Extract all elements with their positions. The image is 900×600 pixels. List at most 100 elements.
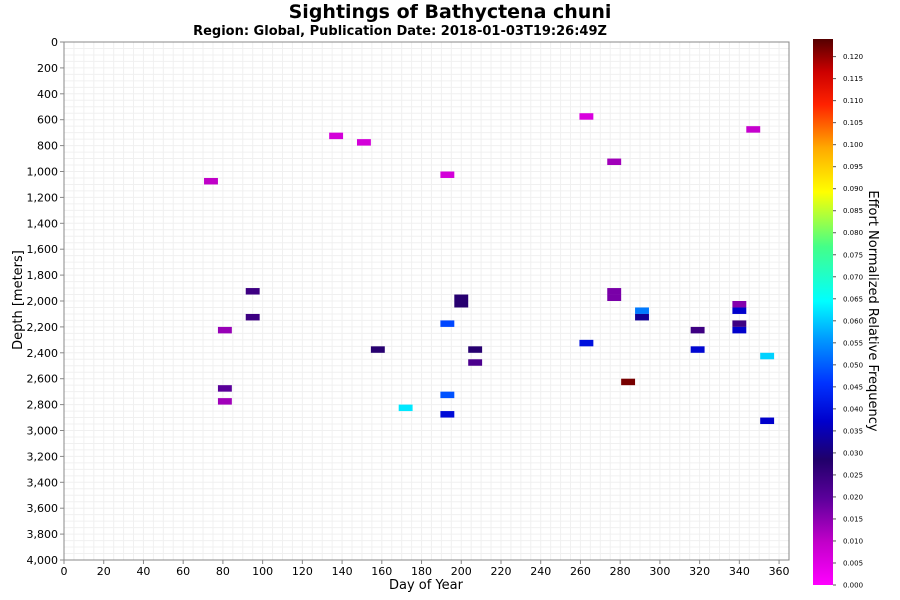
y-tick-label: 0: [51, 36, 58, 49]
colorbar-tick-label: 0.035: [843, 427, 863, 435]
y-axis-label: Depth [meters]: [11, 250, 26, 350]
heatmap-cell: [732, 301, 747, 308]
colorbar-tick-label: 0.105: [843, 119, 863, 127]
heatmap-cell: [607, 294, 622, 301]
colorbar-tick-label: 0.065: [843, 295, 863, 303]
heatmap-cell: [732, 307, 747, 314]
y-tick-label: 400: [37, 88, 58, 101]
y-tick-label: 2,200: [27, 321, 59, 334]
colorbar-tick-label: 0.020: [843, 493, 863, 501]
x-tick-label: 60: [176, 565, 190, 578]
colorbar-tick-label: 0.040: [843, 405, 863, 413]
colorbar-tick-label: 0.090: [843, 185, 863, 193]
y-tick-label: 2,000: [27, 295, 59, 308]
heatmap-cell: [329, 132, 344, 140]
heatmap-cell: [468, 359, 483, 366]
x-tick-label: 300: [649, 565, 670, 578]
x-axis-label: Day of Year: [389, 578, 464, 593]
colorbar: [813, 39, 833, 585]
heatmap-cell: [398, 404, 413, 412]
x-tick-label: 340: [729, 565, 750, 578]
x-tick-label: 20: [97, 565, 111, 578]
y-tick-label: 2,600: [27, 373, 59, 386]
colorbar-tick-label: 0.015: [843, 515, 863, 523]
colorbar-tick-label: 0.000: [843, 582, 863, 590]
heatmap-cell: [454, 301, 469, 308]
heatmap-cell: [607, 288, 622, 295]
x-tick-label: 0: [61, 565, 68, 578]
heatmap-cell: [440, 411, 455, 418]
y-tick-label: 1,000: [27, 166, 59, 179]
x-tick-label: 260: [570, 565, 591, 578]
heatmap-cell: [204, 177, 218, 185]
y-tick-label: 800: [37, 140, 58, 153]
colorbar-tick-label: 0.075: [843, 251, 863, 259]
colorbar-ticks: 0.000 0.005 0.010 0.015 0.020 0.025 0.030 0.035…: [833, 53, 863, 590]
x-tick-label: 360: [769, 565, 790, 578]
x-tick-label: 120: [292, 565, 313, 578]
y-tick-label: 1,200: [27, 191, 59, 204]
heatmap-cell: [579, 339, 594, 347]
heatmap-cell: [440, 320, 455, 327]
heatmap-cell: [746, 126, 761, 133]
heatmap-cell: [370, 346, 385, 353]
colorbar-label: Effort Normalized Relative Frequency: [865, 190, 880, 432]
y-tick-label: 3,400: [27, 476, 59, 489]
heatmap-cell: [468, 346, 483, 353]
x-tick-label: 200: [451, 565, 472, 578]
colorbar-tick-label: 0.120: [843, 53, 863, 61]
heatmap-cell: [217, 398, 232, 405]
heatmap-cell: [690, 326, 705, 334]
y-tick-label: 2,400: [27, 347, 59, 360]
heatmap-cell: [621, 378, 636, 386]
y-tick-label: 4,000: [27, 554, 59, 567]
heatmap-cell: [690, 346, 705, 353]
colorbar-tick-label: 0.095: [843, 163, 863, 171]
y-tick-label: 3,000: [27, 425, 59, 438]
y-tick-label: 1,800: [27, 269, 59, 282]
heatmap-cell: [732, 320, 747, 327]
heatmap-cell: [454, 294, 469, 301]
x-tick-label: 80: [216, 565, 230, 578]
heatmap-cell: [440, 391, 455, 399]
heatmap-cell: [760, 417, 775, 425]
chart-title: Sightings of Bathyctena chuni: [289, 1, 612, 23]
heatmap-cell: [217, 326, 232, 334]
x-tick-label: 100: [252, 565, 273, 578]
x-tick-label: 280: [610, 565, 631, 578]
y-tick-label: 3,600: [27, 502, 59, 515]
colorbar-tick-label: 0.005: [843, 559, 863, 567]
heatmap-cell: [760, 352, 775, 360]
x-tick-label: 160: [371, 565, 392, 578]
grid: [64, 42, 789, 560]
heatmap-cell: [579, 113, 594, 120]
y-tick-label: 3,200: [27, 450, 59, 463]
x-tick-label: 220: [490, 565, 511, 578]
colorbar-tick-label: 0.085: [843, 207, 863, 215]
heatmap-cell: [245, 313, 260, 321]
colorbar-tick-label: 0.010: [843, 537, 863, 545]
chart-subtitle: Region: Global, Publication Date: 2018-0…: [193, 24, 607, 39]
y-tick-label: 1,600: [27, 243, 59, 256]
colorbar-tick-label: 0.030: [843, 449, 863, 457]
heatmap-cell: [440, 171, 455, 178]
colorbar-tick-label: 0.045: [843, 383, 863, 391]
y-tick-label: 200: [37, 62, 58, 75]
x-tick-label: 40: [136, 565, 150, 578]
colorbar-tick-label: 0.025: [843, 471, 863, 479]
colorbar-tick-label: 0.050: [843, 361, 863, 369]
x-tick-label: 180: [411, 565, 432, 578]
x-tick-label: 240: [530, 565, 551, 578]
heatmap-cell: [217, 385, 232, 392]
heatmap-cell: [635, 313, 649, 321]
x-axis: 0 20 40 60 80 100 120 140 160 180 200 220 240 260 280 3…: [61, 560, 790, 578]
heatmap-cell: [732, 326, 747, 334]
y-tick-label: 3,800: [27, 528, 59, 541]
heatmap-cell: [607, 158, 622, 166]
colorbar-tick-label: 0.100: [843, 141, 863, 149]
colorbar-tick-label: 0.060: [843, 317, 863, 325]
x-tick-label: 320: [689, 565, 710, 578]
y-axis: 0 200 400 600 800 1,000 1,200 1,400 1,600 1,800 2,…: [27, 36, 64, 567]
heatmap-cell: [635, 307, 649, 314]
